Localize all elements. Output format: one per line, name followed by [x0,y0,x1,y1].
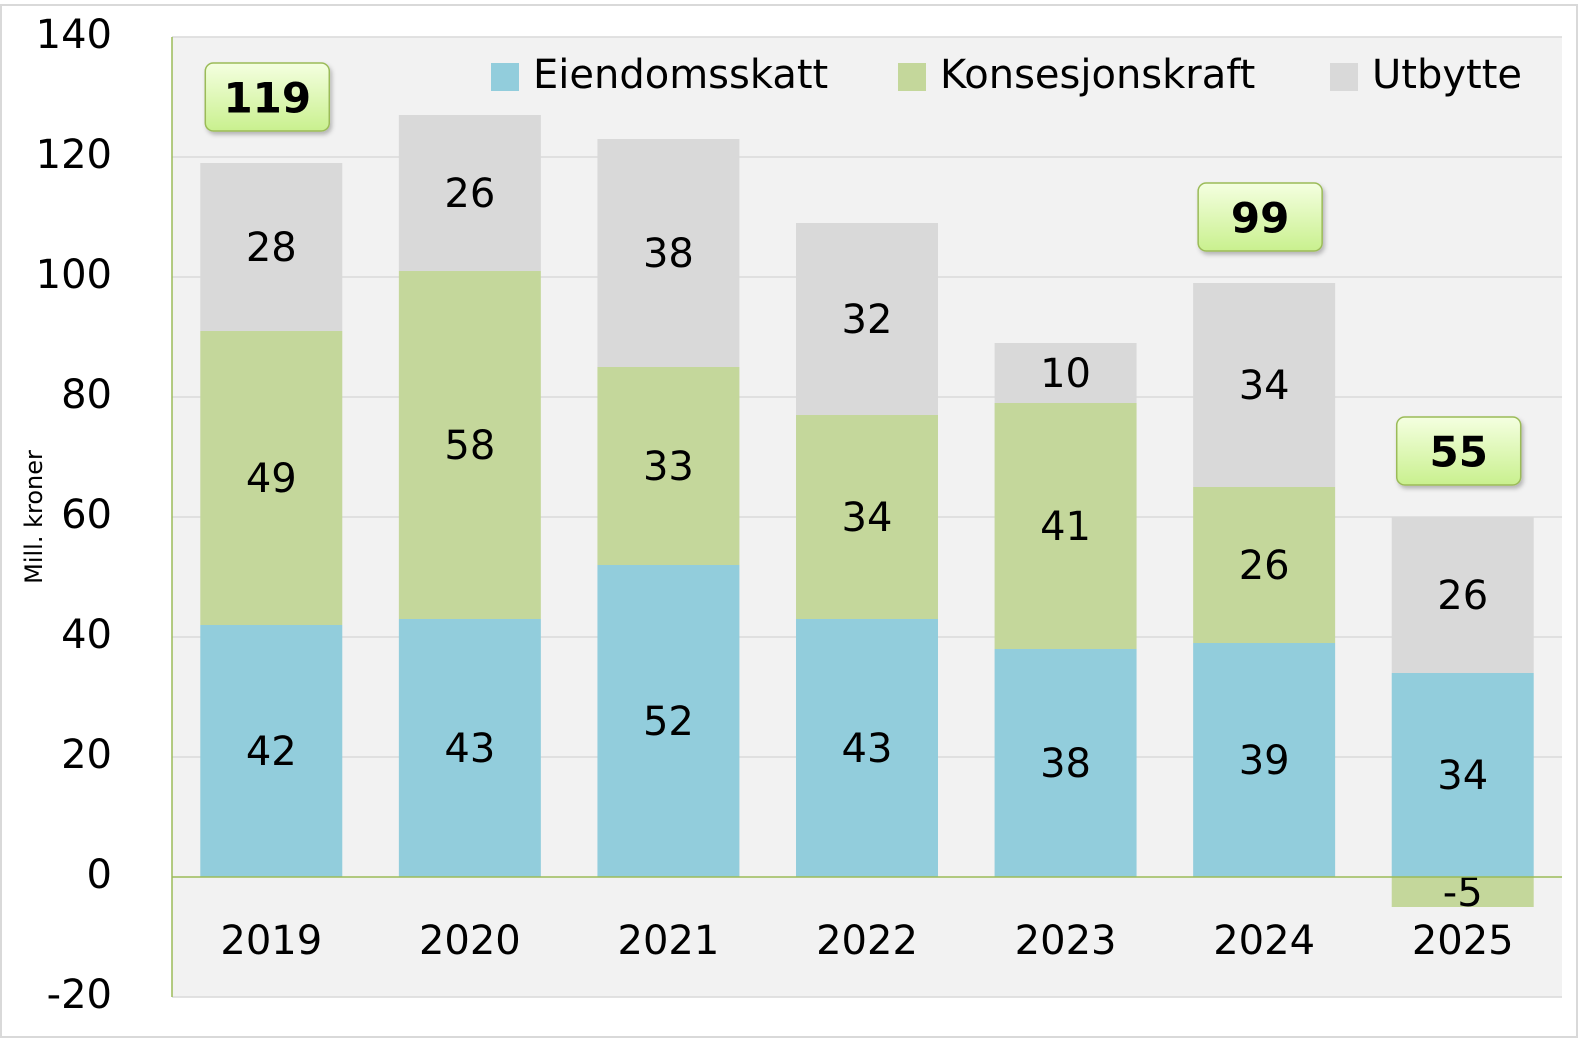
x-tick-label: 2021 [618,918,720,964]
data-label: 34 [1437,753,1488,799]
legend-swatch [491,63,519,91]
data-label: 38 [1040,741,1091,787]
legend-label: Utbytte [1372,52,1522,98]
bar-segment [1391,877,1534,907]
legend-label: Eiendomsskatt [533,52,828,98]
annotation-label: 99 [1231,194,1289,243]
annotation-box [204,62,331,132]
x-tick-label: 2020 [419,918,521,964]
data-label: 49 [246,456,297,502]
annotation-label: 55 [1429,428,1487,477]
bar-segment [597,565,740,877]
data-label: 52 [643,699,694,745]
total-annotation: 119 [204,62,331,132]
data-label: 34 [842,495,893,541]
y-tick-label: 100 [36,252,112,298]
bar-segment [398,619,541,877]
data-label: 43 [842,726,893,772]
total-annotation: 55 [1395,416,1522,486]
data-label: 33 [643,444,694,490]
x-tick-label: 2025 [1412,918,1514,964]
annotation-label: 119 [223,74,311,123]
y-axis-label: Mill. kroner [20,450,48,584]
data-label: 28 [246,225,297,271]
bar-segment [994,649,1137,877]
annotation-box [1395,416,1522,486]
data-label: 43 [444,726,495,772]
bar-segment [994,403,1137,649]
data-label: 39 [1239,738,1290,784]
x-tick-label: 2022 [816,918,918,964]
x-tick-label: 2019 [220,918,322,964]
bar-segment [796,223,938,415]
bar-segment [398,115,541,271]
bar-segment [796,619,938,877]
bar-segment [597,367,740,565]
annotation-box [1197,182,1323,252]
data-label: 58 [444,423,495,469]
y-tick-label: 60 [61,492,112,538]
bar-segment [597,139,740,367]
bar-segment [1193,643,1336,877]
data-label: 42 [246,729,297,775]
x-tick-label: 2023 [1015,918,1117,964]
bar-segment [1391,673,1534,877]
data-label: 10 [1040,351,1091,397]
y-tick-label: 80 [61,372,112,418]
y-tick-label: 20 [61,732,112,778]
data-label: 26 [1239,543,1290,589]
bar-segment [398,271,541,619]
bar-segment [994,343,1137,403]
bar-segment [200,163,343,331]
x-tick-label: 2024 [1213,918,1315,964]
data-label: 34 [1239,363,1290,409]
legend-swatch [898,63,926,91]
total-annotation: 99 [1197,182,1323,252]
y-tick-label: 0 [87,852,112,898]
y-tick-label: 40 [61,612,112,658]
bar-segment [200,331,343,625]
bar-segment [200,625,343,877]
legend-label: Konsesjonskraft [940,52,1255,98]
data-label: 26 [1437,573,1488,619]
bar-segment [796,415,938,619]
y-tick-label: 120 [36,132,112,178]
legend-swatch [1330,63,1358,91]
data-label: 41 [1040,504,1091,550]
bar-segment [1391,517,1534,673]
data-label: 26 [444,171,495,217]
data-label: 38 [643,231,694,277]
y-tick-label: -20 [47,972,112,1018]
y-tick-label: 140 [36,12,112,58]
bar-segment [1193,487,1336,643]
data-label: 32 [842,297,893,343]
bar-segment [1193,283,1336,487]
